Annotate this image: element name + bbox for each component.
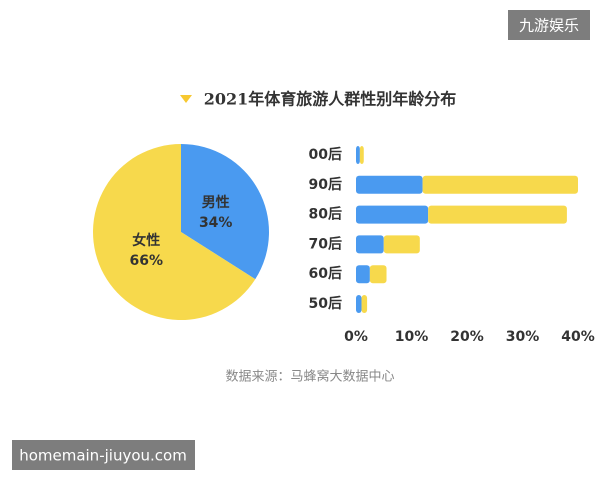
x-tick-label: 10% — [395, 329, 429, 345]
bar — [361, 295, 368, 313]
slice-label: 男性 — [202, 194, 230, 211]
y-tick-label: 60后 — [309, 265, 342, 282]
bar — [356, 235, 384, 254]
y-tick-label: 90后 — [309, 176, 342, 193]
pie-slice — [93, 144, 256, 321]
bar — [356, 205, 429, 224]
y-tick-label: 50后 — [309, 295, 342, 312]
chart-title: 2021年体育旅游人群性别年龄分布 — [204, 90, 457, 109]
pie-slice — [181, 144, 269, 280]
y-tick-label: 00后 — [309, 146, 342, 163]
bar — [422, 175, 578, 194]
slice-value: 66% — [130, 253, 164, 269]
bar — [428, 205, 567, 224]
watermark: 九游娱乐 — [519, 17, 579, 35]
slice-value: 34% — [199, 215, 233, 231]
x-tick-label: 40% — [561, 329, 595, 345]
y-tick-label: 80后 — [309, 206, 342, 223]
bar — [356, 175, 423, 194]
x-tick-label: 30% — [506, 329, 540, 345]
watermark: homemain-jiuyou.com — [19, 447, 187, 465]
bar — [383, 235, 420, 254]
bar — [369, 265, 387, 284]
title-marker — [180, 95, 192, 103]
y-tick-label: 70后 — [309, 235, 342, 252]
watermark-box — [508, 10, 590, 40]
bar — [356, 146, 360, 164]
bar — [359, 146, 364, 164]
bar — [356, 295, 362, 313]
x-tick-label: 0% — [344, 329, 368, 345]
slice-label: 女性 — [132, 232, 160, 249]
x-tick-label: 20% — [450, 329, 484, 345]
watermark-box — [12, 440, 195, 470]
source-note: 数据来源：马蜂窝大数据中心 — [225, 369, 394, 385]
bar — [356, 265, 370, 284]
